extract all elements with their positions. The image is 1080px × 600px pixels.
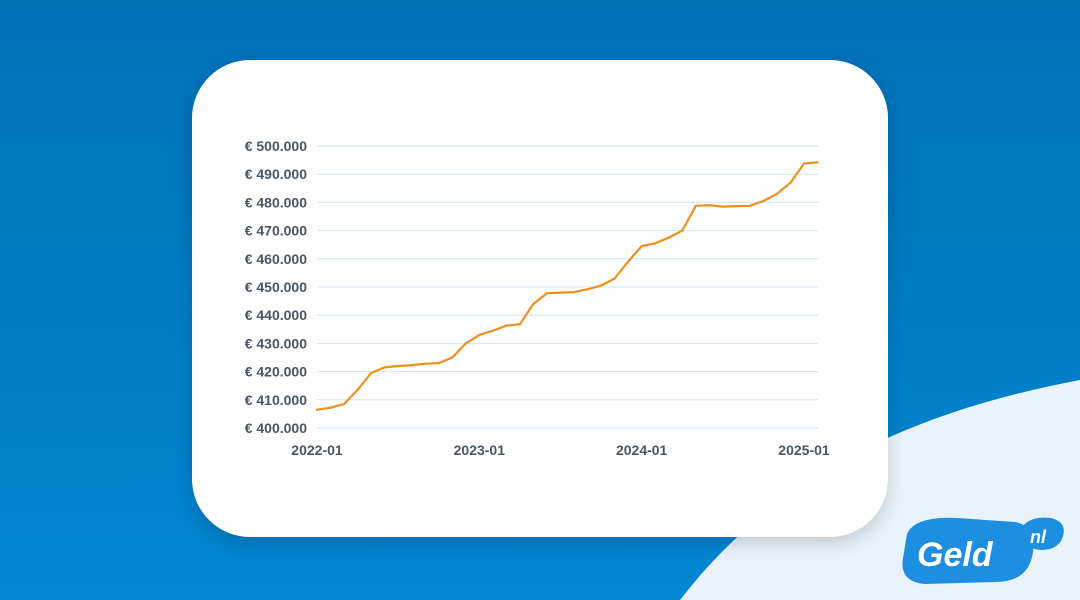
data-point bbox=[532, 302, 535, 305]
data-point bbox=[329, 406, 332, 409]
price-series-line bbox=[315, 161, 819, 411]
data-point bbox=[762, 199, 765, 203]
x-tick-label: 2022-01 bbox=[291, 442, 343, 458]
data-point bbox=[816, 161, 819, 164]
data-point bbox=[667, 236, 670, 239]
data-point bbox=[410, 364, 413, 367]
y-tick-label: € 440.000 bbox=[245, 307, 307, 323]
data-point bbox=[424, 362, 427, 365]
data-point bbox=[491, 329, 494, 332]
data-point bbox=[464, 342, 467, 345]
y-tick-label: € 500.000 bbox=[245, 138, 307, 154]
x-tick-label: 2024-01 bbox=[616, 442, 668, 458]
geld-nl-logo: Geld nl bbox=[902, 517, 1064, 584]
data-point bbox=[559, 291, 562, 294]
data-point bbox=[518, 323, 521, 326]
y-tick-label: € 400.000 bbox=[245, 420, 307, 436]
y-tick-label: € 490.000 bbox=[245, 166, 307, 182]
y-axis-tick-labels: € 400.000 € 410.000 € 420.000 € 430.000 € 44… bbox=[245, 138, 307, 436]
data-point bbox=[775, 192, 779, 195]
data-point bbox=[586, 288, 589, 291]
data-point bbox=[640, 245, 643, 248]
logo-brand: Geld bbox=[917, 536, 994, 574]
data-point bbox=[370, 371, 373, 375]
series-points bbox=[315, 161, 819, 411]
data-point bbox=[694, 204, 697, 207]
data-point bbox=[708, 204, 711, 207]
data-point bbox=[721, 205, 724, 208]
data-point bbox=[397, 364, 400, 368]
data-point bbox=[315, 408, 319, 411]
data-point bbox=[356, 388, 359, 391]
data-point bbox=[735, 205, 738, 208]
data-point bbox=[572, 291, 576, 294]
y-tick-label: € 420.000 bbox=[245, 364, 307, 380]
data-point bbox=[802, 162, 806, 165]
data-point bbox=[681, 229, 684, 232]
y-tick-label: € 450.000 bbox=[245, 279, 307, 295]
data-point bbox=[451, 356, 454, 359]
data-point bbox=[343, 402, 346, 406]
data-point bbox=[437, 362, 440, 365]
gridlines bbox=[317, 145, 818, 429]
x-axis-tick-labels: 2022-01 2023-01 2024-01 2025-01 bbox=[291, 442, 830, 458]
x-tick-label: 2025-01 bbox=[778, 442, 830, 458]
data-point bbox=[748, 204, 752, 207]
y-tick-label: € 480.000 bbox=[245, 194, 307, 210]
y-tick-label: € 410.000 bbox=[245, 392, 307, 408]
data-point bbox=[505, 324, 508, 327]
data-point bbox=[789, 181, 792, 184]
y-tick-label: € 430.000 bbox=[245, 335, 307, 351]
data-point bbox=[600, 284, 603, 287]
data-point bbox=[383, 366, 386, 369]
y-tick-label: € 470.000 bbox=[245, 223, 307, 239]
data-point bbox=[613, 277, 616, 280]
data-point bbox=[654, 242, 657, 245]
data-point bbox=[627, 260, 630, 263]
line-chart: € 400.000 € 410.000 € 420.000 € 430.000 € 44… bbox=[245, 138, 830, 458]
y-tick-label: € 460.000 bbox=[245, 251, 307, 267]
logo-suffix: nl bbox=[1030, 527, 1047, 547]
data-point bbox=[545, 292, 549, 295]
chart-card: € 400.000 € 410.000 € 420.000 € 430.000 € 44… bbox=[192, 60, 888, 537]
data-point bbox=[478, 333, 481, 336]
x-tick-label: 2023-01 bbox=[454, 442, 506, 458]
